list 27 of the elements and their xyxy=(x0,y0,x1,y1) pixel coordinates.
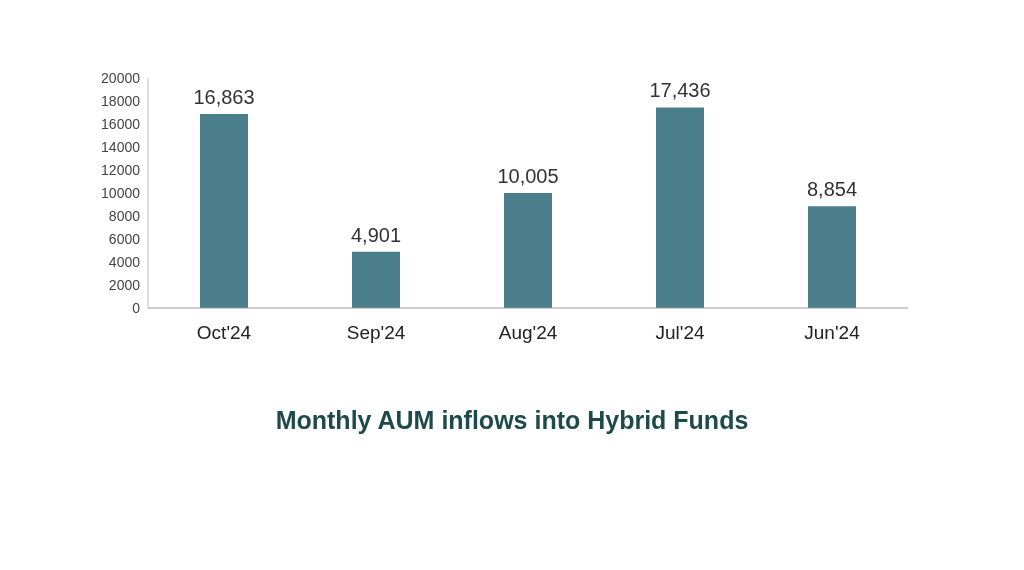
x-tick-label: Sep'24 xyxy=(346,322,406,344)
x-tick-label: Oct'24 xyxy=(196,322,252,344)
data-label: 17,436 xyxy=(649,79,711,102)
y-tick-label: 14000 xyxy=(101,138,141,155)
text: Monthly AUM inflows into Hybrid Funds xyxy=(274,406,750,435)
bar xyxy=(352,251,400,308)
y-tick-label: 16000 xyxy=(101,115,141,132)
data-label: 4,901 xyxy=(350,223,402,246)
x-tick-label: Jun'24 xyxy=(804,322,861,344)
y-tick-label: 12000 xyxy=(101,161,141,178)
y-tick-label: 0 xyxy=(132,299,141,316)
data-label: 10,005 xyxy=(497,164,559,187)
bar xyxy=(504,192,552,308)
y-tick-label: 10000 xyxy=(101,184,141,201)
bar xyxy=(656,107,704,308)
x-tick-label: Aug'24 xyxy=(498,322,558,344)
bar xyxy=(200,114,248,308)
y-tick-label: 20000 xyxy=(101,69,141,86)
bar xyxy=(808,206,856,308)
y-tick-label: 2000 xyxy=(108,276,141,293)
x-tick-label: Jul'24 xyxy=(655,322,705,344)
y-tick-label: 18000 xyxy=(101,92,141,109)
data-label: 16,863 xyxy=(193,86,255,109)
y-tick-label: 8000 xyxy=(108,207,141,224)
y-tick-label: 6000 xyxy=(108,230,141,247)
data-label: 8,854 xyxy=(806,178,858,201)
y-tick-label: 4000 xyxy=(108,253,141,270)
